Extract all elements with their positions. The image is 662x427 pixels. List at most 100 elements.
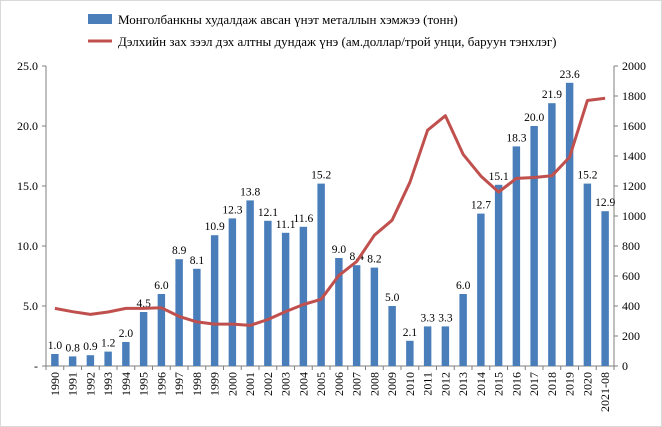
y-right-tick-label: 1800 bbox=[622, 89, 646, 103]
x-tick-label: 1999 bbox=[208, 372, 222, 396]
y-right-tick-label: 0 bbox=[622, 359, 628, 373]
plot-area: - 5.0 10.0 15.0 20.0 25.0 0 200 400 600 800 1000 120… bbox=[17, 59, 646, 412]
legend-label-line: Дэлхийн зах зээл дэх алтны дундаж үнэ (а… bbox=[118, 34, 556, 49]
bar bbox=[406, 340, 414, 366]
x-tick-label: 2016 bbox=[509, 372, 523, 396]
legend: Монголбанкны худалдаж авсан үнэт металлы… bbox=[88, 12, 556, 49]
x-tick-label: 2014 bbox=[474, 372, 488, 396]
y-left-tick-label: 20.0 bbox=[17, 119, 38, 133]
legend-label-bars: Монголбанкны худалдаж авсан үнэт металлы… bbox=[118, 12, 458, 27]
bar bbox=[601, 211, 609, 366]
x-tick-label: 2002 bbox=[261, 372, 275, 396]
bar-data-label: 15.2 bbox=[577, 170, 597, 182]
bar-data-label: 12.3 bbox=[222, 204, 242, 216]
x-tick-label: 2005 bbox=[314, 372, 328, 396]
bar-data-label: 1.2 bbox=[101, 338, 116, 350]
x-tick-label: 2007 bbox=[350, 372, 364, 396]
y-left-tick-label: - bbox=[34, 359, 38, 373]
x-tick-label: 1997 bbox=[172, 372, 186, 396]
bar bbox=[548, 103, 556, 366]
bar bbox=[210, 235, 219, 366]
bar bbox=[423, 326, 432, 366]
bar bbox=[228, 218, 237, 366]
x-tick-label: 2021-08 bbox=[598, 372, 612, 412]
bar-data-label: 0.8 bbox=[65, 342, 80, 354]
y-right-tick-label: 1000 bbox=[622, 209, 646, 223]
bar-data-label: 5.0 bbox=[385, 292, 400, 304]
bar bbox=[175, 259, 183, 366]
bar-data-label: 23.6 bbox=[560, 69, 580, 81]
bar bbox=[441, 326, 450, 366]
bar bbox=[370, 267, 379, 366]
x-tick-label: 2013 bbox=[456, 372, 470, 396]
bar-data-label: 6.0 bbox=[154, 280, 169, 292]
legend-swatch-bars bbox=[88, 14, 112, 24]
bar bbox=[459, 294, 467, 366]
x-tick-label: 2018 bbox=[545, 372, 559, 396]
bar-data-label: 20.0 bbox=[524, 112, 544, 124]
x-tick-label: 2000 bbox=[225, 372, 239, 396]
bar-data-label: 21.9 bbox=[542, 89, 562, 101]
bar bbox=[264, 220, 272, 366]
bar bbox=[583, 183, 592, 366]
bar-data-label: 8.1 bbox=[190, 255, 205, 267]
y-right-tick-label: 2000 bbox=[622, 59, 646, 73]
bar bbox=[494, 184, 503, 366]
bar bbox=[157, 294, 166, 366]
x-tick-label: 2003 bbox=[279, 372, 293, 396]
bar-data-label: 2.1 bbox=[403, 327, 418, 339]
bar-data-label: 8.9 bbox=[172, 245, 187, 257]
bar bbox=[530, 126, 538, 366]
x-tick-label: 1993 bbox=[101, 372, 115, 396]
bar bbox=[122, 342, 130, 366]
bar bbox=[139, 312, 148, 366]
bar bbox=[388, 306, 396, 366]
bar-data-label: 10.9 bbox=[205, 221, 225, 233]
bar bbox=[86, 355, 95, 366]
x-tick-label: 1995 bbox=[137, 372, 151, 396]
y-left-tick-label: 25.0 bbox=[17, 59, 38, 73]
y-left-tick-label: 5.0 bbox=[23, 299, 38, 313]
bar-data-label: 0.9 bbox=[83, 341, 98, 353]
bar-data-label: 3.3 bbox=[438, 312, 453, 324]
bar-data-label: 9.0 bbox=[332, 244, 347, 256]
bar bbox=[317, 183, 325, 366]
bar bbox=[335, 258, 343, 366]
x-tick-label: 2008 bbox=[367, 372, 381, 396]
y-right-tick-label: 200 bbox=[622, 329, 640, 343]
y-right-tick-label: 1600 bbox=[622, 119, 646, 133]
y-left-tick-label: 15.0 bbox=[17, 179, 38, 193]
bar bbox=[193, 268, 201, 366]
bar-data-label: 12.7 bbox=[471, 200, 491, 212]
x-tick-label: 2019 bbox=[563, 372, 577, 396]
y-left-tick-label: 10.0 bbox=[17, 239, 38, 253]
bar-data-label: 13.8 bbox=[240, 186, 260, 198]
y-right-tick-label: 800 bbox=[622, 239, 640, 253]
x-tick-label: 2012 bbox=[438, 372, 452, 396]
bar-data-label: 2.0 bbox=[119, 328, 134, 340]
bar-data-label: 3.3 bbox=[420, 312, 435, 324]
x-tick-label: 2010 bbox=[403, 372, 417, 396]
bar-data-label: 18.3 bbox=[506, 132, 526, 144]
x-tick-label: 2020 bbox=[580, 372, 594, 396]
bar bbox=[246, 200, 254, 366]
bar bbox=[512, 146, 521, 366]
x-tick-label: 2006 bbox=[332, 372, 346, 396]
x-tick-label: 2001 bbox=[243, 372, 257, 396]
bar bbox=[352, 265, 361, 366]
x-tick-label: 2011 bbox=[421, 372, 435, 396]
x-tick-label: 1996 bbox=[154, 372, 168, 396]
x-tick-label: 1994 bbox=[119, 372, 133, 396]
x-tick-label: 1998 bbox=[190, 372, 204, 396]
bar-data-label: 11.1 bbox=[276, 219, 296, 231]
bar-data-label: 1.0 bbox=[48, 340, 63, 352]
bar bbox=[281, 232, 290, 366]
y-right-tick-label: 1400 bbox=[622, 149, 646, 163]
x-tick-label: 2004 bbox=[296, 372, 310, 396]
bar-data-label: 12.1 bbox=[258, 207, 278, 219]
bar bbox=[565, 82, 574, 367]
x-tick-label: 1990 bbox=[48, 372, 62, 396]
x-tick-label: 2009 bbox=[385, 372, 399, 396]
